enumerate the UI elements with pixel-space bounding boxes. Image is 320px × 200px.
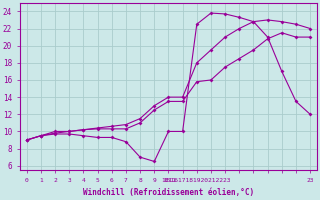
X-axis label: Windchill (Refroidissement éolien,°C): Windchill (Refroidissement éolien,°C) <box>83 188 254 197</box>
